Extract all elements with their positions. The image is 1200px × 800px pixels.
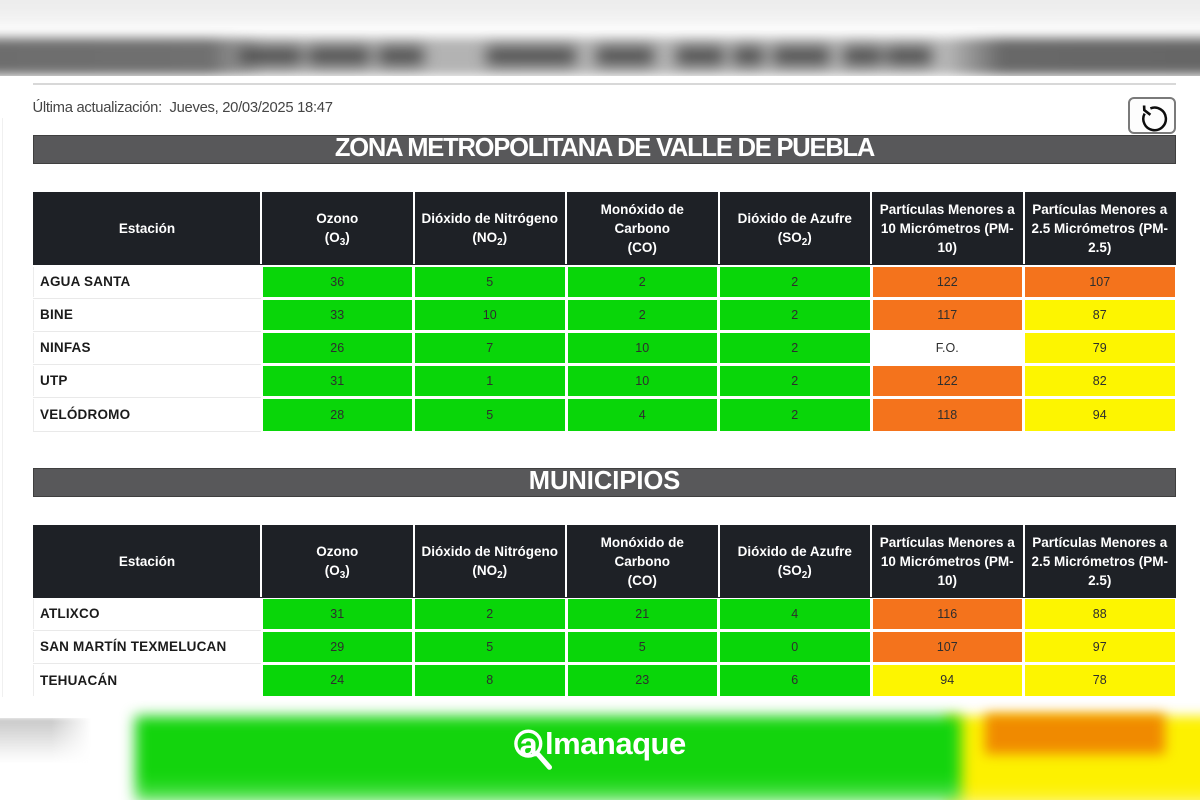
svg-text:a: a xyxy=(519,726,538,763)
